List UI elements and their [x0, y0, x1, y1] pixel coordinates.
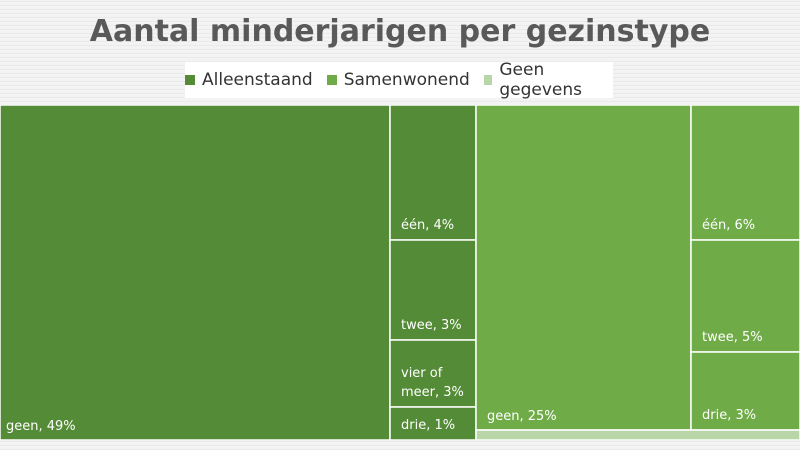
tile-label-vier-of-meer-3-1: vier of meer, 3% — [401, 366, 464, 400]
tile-label-geen-25-2: geen, 25% — [487, 409, 557, 424]
legend-item-samenwonend[interactable]: Samenwonend — [326, 70, 470, 90]
tile-label-een-6-2: één, 6% — [702, 218, 755, 233]
legend-swatch-geen-gegevens — [483, 75, 493, 85]
tile-alleenstaand-geen-49[interactable] — [0, 105, 391, 440]
legend-label-geen-gegevens: Geen gegevens — [499, 60, 583, 100]
legend-item-geen-gegevens[interactable]: Geen gegevens — [483, 60, 613, 100]
tile-label-een-4-1: één, 4% — [401, 218, 454, 233]
tile-label-drie-1-1: drie, 1% — [401, 418, 455, 433]
tile-label-twee-5-2: twee, 5% — [702, 330, 763, 345]
legend-label-samenwonend: Samenwonend — [343, 70, 470, 90]
legend-swatch-samenwonend — [326, 75, 337, 85]
tile-alleenstaand-twee-3[interactable] — [389, 239, 477, 341]
tile-label-drie-3-2: drie, 3% — [702, 408, 756, 423]
chart-legend: Alleenstaand Samenwonend Geen gegevens — [185, 60, 613, 100]
chart-title: Aantal minderjarigen per gezinstype — [89, 14, 711, 49]
legend-swatch-alleenstaand — [185, 75, 195, 85]
tile-geen-gegevens[interactable] — [475, 429, 800, 440]
legend-label-alleenstaand: Alleenstaand — [202, 70, 313, 90]
tile-samenwonend-twee-5[interactable] — [690, 239, 800, 353]
tile-label-geen-49-1: geen, 49% — [6, 419, 76, 434]
tile-samenwonend-geen-25[interactable] — [475, 105, 692, 431]
tile-samenwonend-drie-3[interactable] — [690, 351, 800, 431]
tile-label-twee-3-1: twee, 3% — [401, 318, 462, 333]
treemap-chart: geen, 49% één, 4% twee, 3% vier of meer, 3% d… — [0, 105, 800, 440]
tile-samenwonend-een-6[interactable] — [690, 105, 800, 241]
tile-alleenstaand-een-4[interactable] — [389, 105, 477, 241]
tile-alleenstaand-drie-1[interactable] — [389, 406, 477, 440]
legend-item-alleenstaand[interactable]: Alleenstaand — [185, 70, 313, 90]
